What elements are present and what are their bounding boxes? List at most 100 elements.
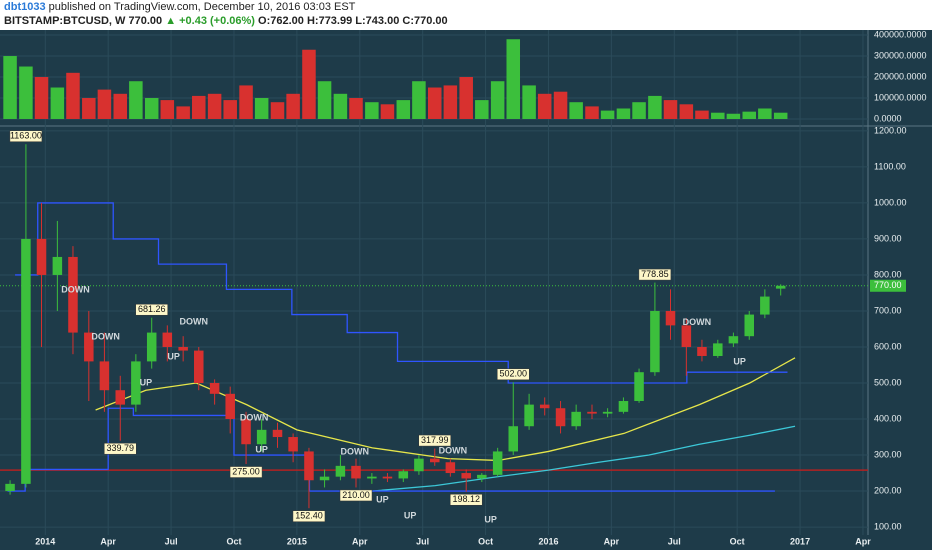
volume-bar [239, 85, 253, 119]
volume-tick-label: 0.0000 [874, 113, 902, 123]
signal-label: UP [167, 351, 180, 361]
signal-label: UP [376, 494, 389, 504]
candle-body [477, 474, 487, 479]
volume-bar [286, 93, 300, 119]
volume-bar [3, 56, 17, 119]
candle-body [99, 361, 110, 391]
candle-body [194, 350, 204, 384]
candle-body [21, 238, 31, 484]
volume-bar [192, 95, 206, 119]
candle-body [382, 476, 393, 479]
y-tick-label: 900.00 [874, 233, 902, 243]
x-tick-label: 2017 [790, 536, 810, 546]
volume-bar [506, 39, 521, 119]
volume-bar [726, 113, 741, 119]
volume-bar [254, 98, 269, 119]
x-tick-label: Apr [855, 536, 871, 546]
volume-bar [317, 81, 332, 119]
candle-body [650, 310, 660, 373]
last: 770.00 [128, 15, 163, 27]
y-tick-label: 200.00 [874, 485, 902, 495]
price-callout: 778.85 [641, 269, 669, 279]
price-callout-box [9, 130, 43, 142]
volume-bar [97, 89, 112, 119]
last-price-tag [870, 279, 906, 292]
candle-body [524, 404, 534, 427]
price-callout: 502.00 [499, 369, 527, 379]
volume-bar [82, 98, 96, 119]
chart: 100.00 200.00 300.00 400.00 500.00 600.00 700.… [0, 30, 932, 550]
y-tick-label: 700.00 [874, 305, 902, 315]
signal-label: DOWN [340, 447, 369, 457]
volume-bar [616, 108, 631, 119]
volume-bar [302, 49, 316, 119]
price-callout-box [638, 268, 672, 281]
price-callout-box [418, 434, 452, 447]
y-tick-label: 1200.00 [874, 125, 907, 135]
price-callout: 152.40 [295, 511, 323, 521]
candle-body [665, 310, 676, 326]
x-tick-label: Jul [668, 536, 681, 546]
candle-body [225, 393, 235, 420]
last-price-label: 770.00 [874, 280, 902, 290]
indicator-line [372, 425, 796, 492]
volume-bar [19, 66, 33, 119]
volume-bar [333, 93, 348, 119]
price-callout: 198.12 [452, 494, 480, 504]
price-callout-box [135, 303, 168, 316]
candle-body [602, 411, 613, 414]
x-tick-label: Apr [352, 536, 368, 546]
volume-bar [349, 98, 363, 119]
volume-bar [695, 110, 709, 119]
volume-bar [223, 100, 237, 119]
candle-body [775, 285, 786, 289]
y-tick-label: 100.00 [874, 521, 902, 531]
volume-bar [600, 110, 615, 119]
candle-body [131, 361, 141, 405]
signal-label: DOWN [91, 331, 120, 341]
candle-body [744, 314, 755, 337]
low: L:743.00 [355, 15, 400, 27]
price-callout: 210.00 [342, 490, 370, 500]
candle-body [555, 408, 566, 427]
y-tick-label: 400.00 [874, 413, 902, 423]
volume-bar [427, 87, 442, 119]
volume-bar [50, 87, 65, 119]
volume-bar [176, 106, 190, 119]
y-tick-label: 1100.00 [874, 161, 906, 171]
candle-body [256, 429, 267, 445]
volume-bar [380, 104, 395, 119]
candle-body [587, 411, 597, 414]
x-tick-label: Apr [100, 536, 116, 546]
y-tick-label: 800.00 [874, 269, 902, 279]
volume-bar [34, 77, 49, 119]
price-callout-box [104, 442, 137, 455]
change: ▲ +0.43 (+0.06%) [165, 15, 255, 27]
published: published on TradingView.com, December 1… [48, 1, 356, 13]
header-line: BITSTAMP:BTCUSD, W 770.00 ▲ +0.43 (+0.06… [4, 14, 932, 28]
signal-label: DOWN [240, 412, 269, 422]
volume-tick-label: 200000.0000 [874, 71, 927, 81]
price-callout: 317.99 [421, 435, 449, 445]
candle-body [241, 419, 251, 445]
header: dbt1033 published on TradingView.com, De… [0, 0, 932, 30]
signal-label: UP [404, 511, 417, 521]
signal-label: DOWN [179, 317, 208, 327]
price-callout-box [449, 493, 483, 506]
volume-bar [632, 102, 646, 119]
volume-bar [459, 77, 473, 119]
volume-bar [396, 100, 411, 119]
candle-body [52, 256, 63, 275]
candle-body [272, 429, 283, 438]
candle-body [571, 411, 581, 427]
price-callout: 275.00 [232, 466, 260, 476]
candle-body [414, 458, 424, 472]
author[interactable]: dbt1033 [4, 1, 46, 13]
volume-bar [443, 85, 458, 119]
volume-bar [412, 81, 426, 119]
price-callout: 1163.00 [10, 131, 42, 141]
volume-bar [522, 85, 536, 119]
candle-body [335, 465, 346, 477]
volume-bar [160, 100, 175, 119]
